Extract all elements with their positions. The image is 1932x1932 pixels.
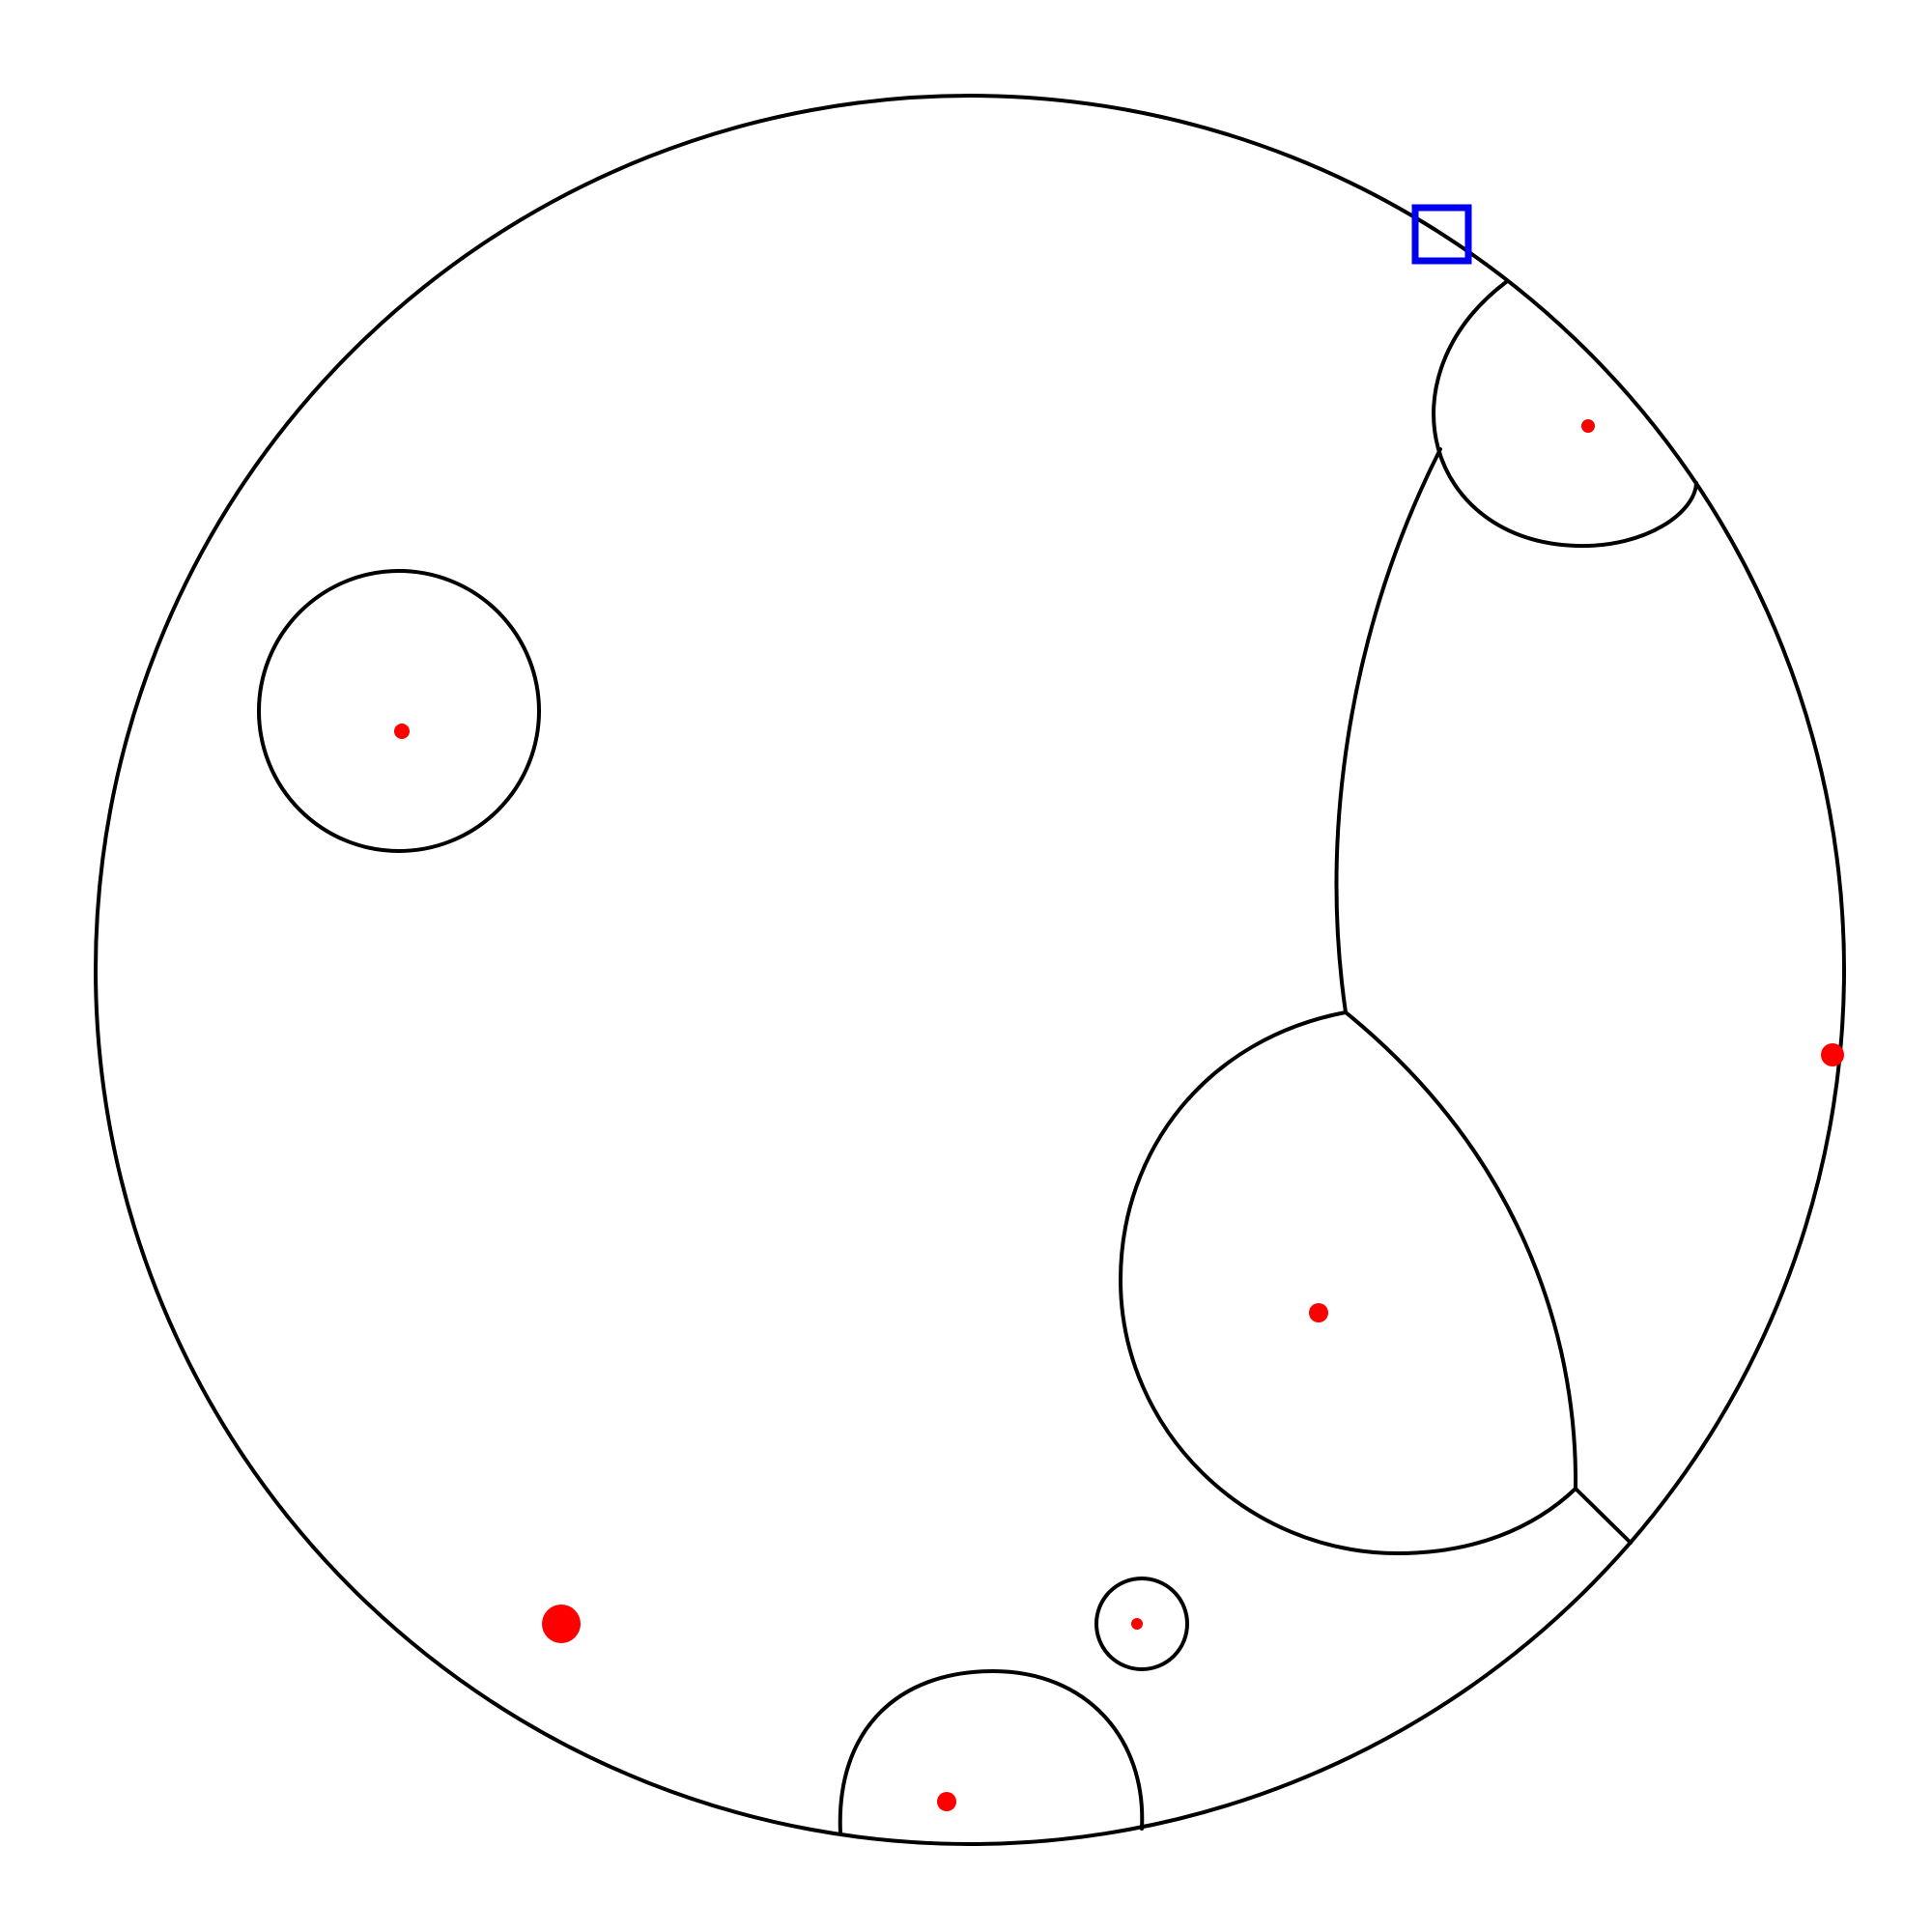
site-point bbox=[394, 724, 410, 739]
center-right-region bbox=[1119, 1010, 1577, 1555]
site-point bbox=[937, 1792, 956, 1811]
sites bbox=[394, 419, 1844, 1811]
center-right-curved-edge bbox=[1344, 1010, 1578, 1491]
site-point bbox=[542, 1605, 581, 1643]
right-long-boundary bbox=[1334, 447, 1442, 1014]
upper-left-circle bbox=[257, 569, 541, 853]
bottom-semicircle bbox=[838, 1669, 1145, 1835]
site-point bbox=[1581, 419, 1595, 433]
boundary-curves bbox=[94, 94, 1846, 1846]
lower-right-short-edge bbox=[1574, 1487, 1633, 1545]
square-marker-icon[interactable] bbox=[1411, 204, 1472, 265]
site-point bbox=[1131, 1618, 1143, 1630]
outer-circle bbox=[94, 94, 1846, 1846]
top-right-region-arc bbox=[1432, 280, 1698, 549]
site-point bbox=[1821, 1043, 1844, 1066]
small-bottom-circle bbox=[1094, 1577, 1189, 1671]
site-point bbox=[1309, 1303, 1328, 1322]
